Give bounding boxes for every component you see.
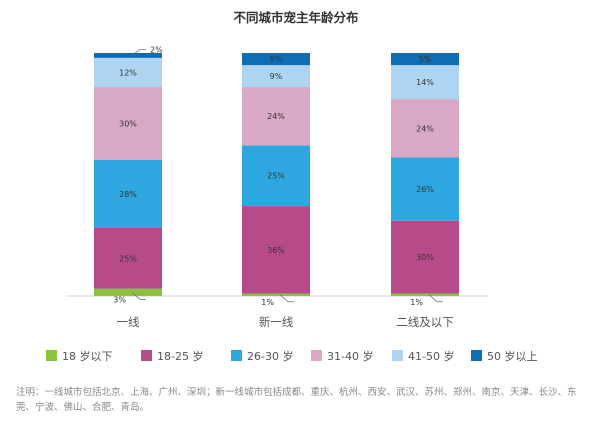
bar-segment <box>94 53 162 58</box>
legend-label: 18-25 岁 <box>157 349 203 363</box>
bar-segment <box>94 87 162 160</box>
data-label: 5% <box>419 55 432 64</box>
stacked-bar-chart: 不同城市宠主年龄分布 3% 25% 28% 30% 12% 2% 1% 36% 25% 24% 9%… <box>46 10 538 363</box>
data-label: 36% <box>267 246 285 255</box>
data-label: 3% <box>113 295 126 304</box>
legend-label: 18 岁以下 <box>62 349 113 363</box>
bar-segment <box>94 159 162 228</box>
data-label: 1% <box>410 298 423 307</box>
bar-segment <box>242 293 310 296</box>
bar-segment <box>94 227 162 289</box>
bar-segment <box>242 206 310 294</box>
data-label: 9% <box>270 72 283 81</box>
data-label: 2% <box>150 45 163 54</box>
legend: 18 岁以下 18-25 岁 26-30 岁 31-40 岁 41-50 岁 50 岁以上 <box>46 349 538 363</box>
data-label: 28% <box>119 190 137 199</box>
label-leader-line <box>428 294 443 303</box>
label-leader-line <box>279 294 294 303</box>
data-label: 1% <box>261 298 274 307</box>
chart-title: 不同城市宠主年龄分布 <box>233 10 359 25</box>
bar-segment <box>242 65 310 88</box>
legend-swatch <box>311 350 322 361</box>
bar-segment <box>391 65 459 100</box>
bar-segment <box>391 157 459 221</box>
data-label: 12% <box>119 68 137 77</box>
bar-segment <box>391 53 459 66</box>
data-label: 30% <box>416 253 434 262</box>
legend-label: 50 岁以上 <box>487 349 538 363</box>
bar-segment <box>242 53 310 66</box>
legend-swatch <box>231 350 242 361</box>
data-label: 26% <box>416 185 434 194</box>
bar-segment <box>94 288 162 296</box>
bar-segment <box>94 57 162 88</box>
data-label: 25% <box>267 172 285 181</box>
legend-swatch <box>392 350 403 361</box>
category-label: 二线及以下 <box>396 315 454 329</box>
data-label: 30% <box>119 119 137 128</box>
label-leader-line <box>131 292 146 300</box>
bars-group: 3% 25% 28% 30% 12% 2% 1% 36% 25% 24% 9% 5% 1% 30% 26% 2… <box>94 45 459 307</box>
legend-label: 41-50 岁 <box>408 349 454 363</box>
category-labels: 一线 新一线 二线及以下 <box>117 315 454 329</box>
data-label: 24% <box>416 124 434 133</box>
data-label: 5% <box>270 55 283 64</box>
category-label: 一线 <box>117 315 140 329</box>
bar-segment <box>242 145 310 207</box>
category-label: 新一线 <box>259 315 294 329</box>
bar-segment <box>391 293 459 296</box>
data-label: 25% <box>119 254 137 263</box>
data-label: 24% <box>267 112 285 121</box>
bar-segment <box>242 87 310 146</box>
legend-swatch <box>141 350 152 361</box>
footnote: 注明：一线城市包括北京、上海、广州、深圳；新一线城市包括成都、重庆、杭州、西安、… <box>16 387 577 413</box>
bar-segment <box>391 220 459 294</box>
legend-swatch <box>471 350 482 361</box>
legend-swatch <box>46 350 57 361</box>
legend-label: 26-30 岁 <box>247 349 293 363</box>
legend-label: 31-40 岁 <box>327 349 373 363</box>
data-label: 14% <box>416 78 434 87</box>
label-leader-line <box>131 49 146 56</box>
bar-segment <box>391 99 459 158</box>
